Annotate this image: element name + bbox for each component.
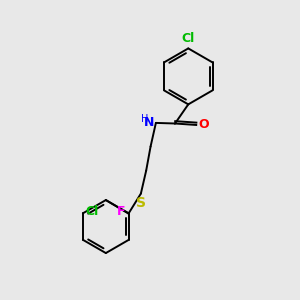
Text: Cl: Cl — [86, 205, 99, 218]
Text: S: S — [136, 196, 146, 210]
Text: N: N — [144, 116, 154, 129]
Text: H: H — [141, 114, 148, 124]
Text: F: F — [117, 205, 126, 218]
Text: Cl: Cl — [182, 32, 195, 45]
Text: O: O — [199, 118, 209, 131]
